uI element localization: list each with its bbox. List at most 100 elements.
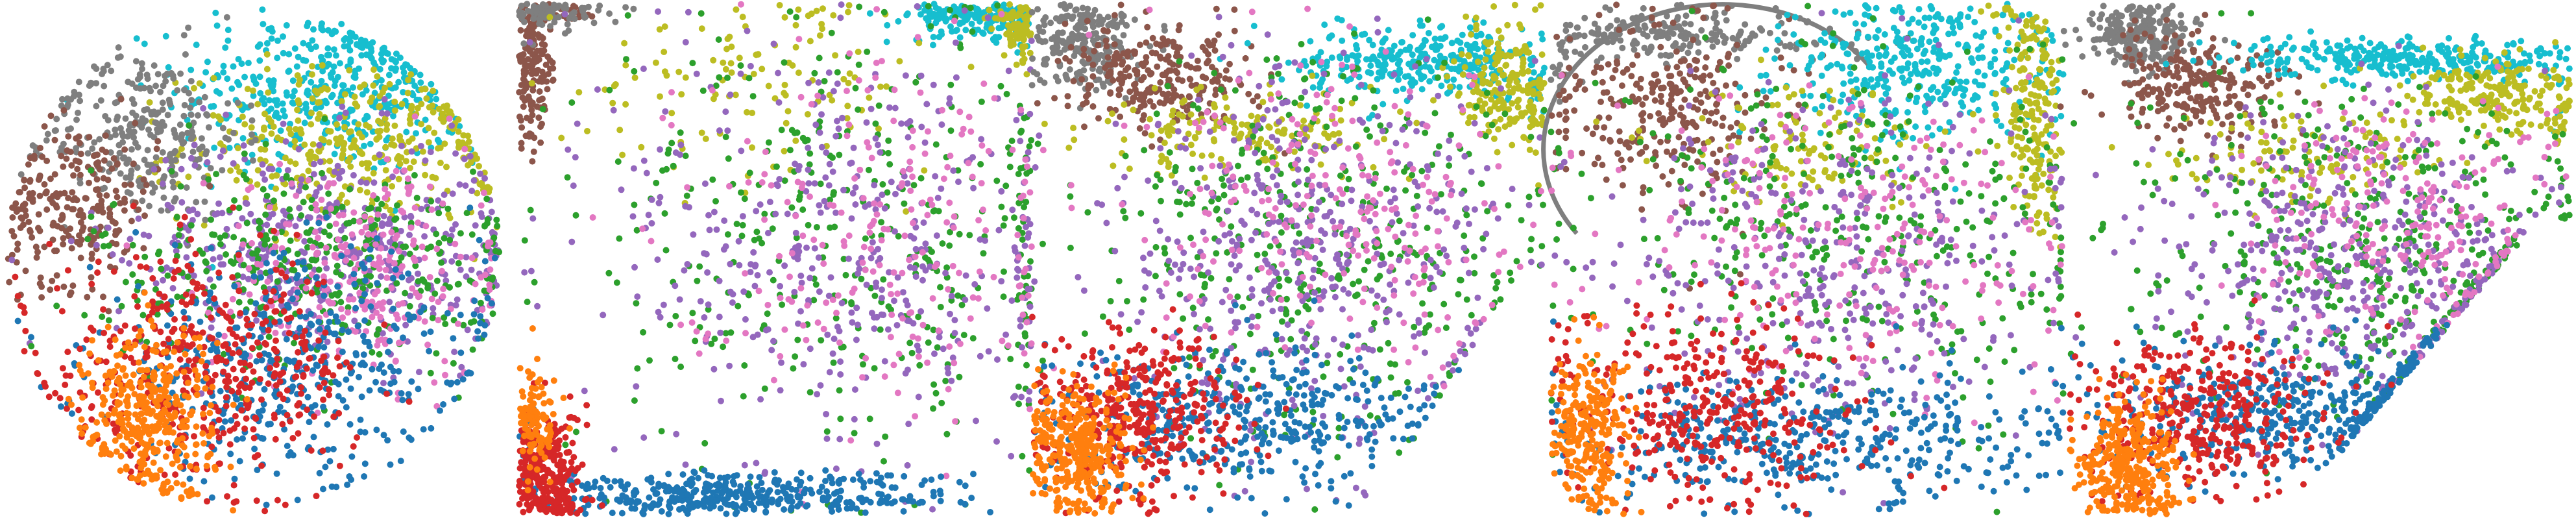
scatter-point-purple bbox=[449, 190, 456, 197]
scatter-point-gray bbox=[73, 116, 80, 123]
scatter-point-blue bbox=[360, 351, 367, 358]
scatter-point-blue bbox=[263, 501, 270, 508]
scatter-point-gray bbox=[622, 4, 629, 11]
scatter-point-gray bbox=[219, 125, 226, 132]
scatter-point-pink bbox=[428, 295, 435, 302]
scatter-point-cyan bbox=[347, 56, 354, 63]
scatter-point-olive bbox=[816, 32, 823, 39]
scatter-point-brown bbox=[128, 217, 135, 225]
scatter-point-brown bbox=[537, 47, 544, 55]
scatter-point-green bbox=[140, 312, 147, 319]
scatter-point-pink bbox=[446, 115, 453, 122]
scatter-point-purple bbox=[742, 316, 749, 323]
scatter-point-olive bbox=[419, 148, 426, 155]
scatter-point-orange bbox=[152, 348, 160, 355]
scatter-point-green bbox=[483, 195, 491, 203]
scatter-point-purple bbox=[406, 232, 413, 238]
scatter-point-cyan bbox=[953, 27, 960, 34]
scatter-point-purple bbox=[818, 111, 825, 118]
scatter-point-red bbox=[320, 278, 327, 286]
scatter-point-olive bbox=[877, 83, 884, 90]
scatter-point-blue bbox=[367, 246, 374, 253]
scatter-point-olive bbox=[309, 63, 315, 69]
scatter-point-red bbox=[232, 375, 239, 382]
scatter-point-olive bbox=[319, 62, 326, 69]
scatter-point-purple bbox=[223, 111, 230, 118]
scatter-point-pink bbox=[229, 295, 236, 302]
scatter-point-green bbox=[821, 78, 828, 84]
scatter-point-green bbox=[263, 192, 271, 199]
scatter-point-olive bbox=[845, 79, 852, 86]
scatter-point-brown bbox=[73, 135, 80, 142]
scatter-point-cyan bbox=[279, 100, 286, 107]
scatter-point-pink bbox=[428, 206, 435, 213]
scatter-point-cyan bbox=[338, 21, 345, 27]
scatter-point-red bbox=[287, 314, 295, 321]
scatter-point-olive bbox=[804, 111, 811, 117]
scatter-point-pink bbox=[378, 245, 384, 252]
scatter-point-blue bbox=[313, 274, 320, 281]
scatter-point-red bbox=[296, 308, 303, 315]
scatter-point-green bbox=[792, 353, 799, 360]
scatter-point-green bbox=[943, 264, 951, 271]
scatter-point-olive bbox=[391, 107, 398, 114]
scatter-point-orange bbox=[162, 428, 169, 436]
scatter-point-blue bbox=[315, 343, 322, 351]
scatter-point-blue bbox=[358, 393, 365, 401]
scatter-point-cyan bbox=[268, 35, 275, 42]
scatter-point-olive bbox=[776, 2, 783, 8]
scatter-point-blue bbox=[330, 330, 337, 338]
scatter-point-brown bbox=[72, 157, 79, 164]
scatter-point-pink bbox=[249, 240, 255, 247]
scatter-point-green bbox=[661, 210, 668, 217]
scatter-point-purple bbox=[970, 184, 977, 191]
scatter-point-olive bbox=[217, 116, 224, 123]
scatter-point-brown bbox=[27, 154, 34, 162]
scatter-point-orange bbox=[117, 411, 124, 417]
scatter-point-brown bbox=[88, 274, 95, 281]
scatter-point-brown bbox=[117, 200, 124, 207]
scatter-point-gray bbox=[248, 102, 254, 109]
scatter-point-green bbox=[477, 299, 484, 306]
scatter-point-red bbox=[261, 289, 269, 295]
scatter-point-purple bbox=[282, 138, 289, 145]
scatter-point-brown bbox=[60, 241, 67, 248]
scatter-point-green bbox=[350, 217, 358, 225]
scatter-point-red bbox=[322, 329, 329, 336]
scatter-point-brown bbox=[63, 155, 70, 162]
scatter-point-green bbox=[213, 171, 220, 178]
scatter-point-pink bbox=[313, 206, 320, 214]
scatter-point-olive bbox=[855, 48, 862, 55]
scatter-point-blue bbox=[350, 271, 358, 278]
scatter-point-blue bbox=[208, 245, 215, 252]
scatter-point-gray bbox=[564, 21, 571, 28]
scatter-point-olive bbox=[382, 143, 389, 151]
scatter-point-green bbox=[334, 262, 341, 269]
scatter-point-cyan bbox=[968, 20, 975, 27]
scatter-point-gray bbox=[100, 66, 107, 73]
scatter-point-purple bbox=[280, 120, 287, 127]
scatter-point-olive bbox=[339, 154, 345, 162]
scatter-point-brown bbox=[29, 198, 36, 205]
scatter-point-blue bbox=[343, 404, 350, 411]
scatter-point-cyan bbox=[392, 84, 399, 91]
scatter-point-green bbox=[158, 265, 165, 273]
scatter-point-green bbox=[446, 236, 454, 243]
scatter-point-pink bbox=[472, 280, 479, 288]
scatter-point-olive bbox=[736, 55, 743, 62]
scatter-point-brown bbox=[535, 78, 542, 85]
scatter-point-orange bbox=[198, 358, 205, 365]
scatter-point-purple bbox=[817, 209, 824, 216]
scatter-point-orange bbox=[117, 467, 124, 475]
scatter-point-cyan bbox=[266, 97, 273, 104]
scatter-point-brown bbox=[35, 211, 42, 218]
scatter-point-green bbox=[457, 230, 464, 237]
scatter-point-gray bbox=[152, 82, 159, 90]
scatter-point-brown bbox=[529, 87, 537, 94]
scatter-point-brown bbox=[6, 278, 13, 286]
scatter-point-cyan bbox=[318, 77, 325, 84]
scatter-point-green bbox=[424, 284, 431, 291]
scatter-point-brown bbox=[143, 182, 150, 188]
scatter-point-brown bbox=[79, 227, 86, 234]
scatter-point-olive bbox=[830, 12, 837, 19]
